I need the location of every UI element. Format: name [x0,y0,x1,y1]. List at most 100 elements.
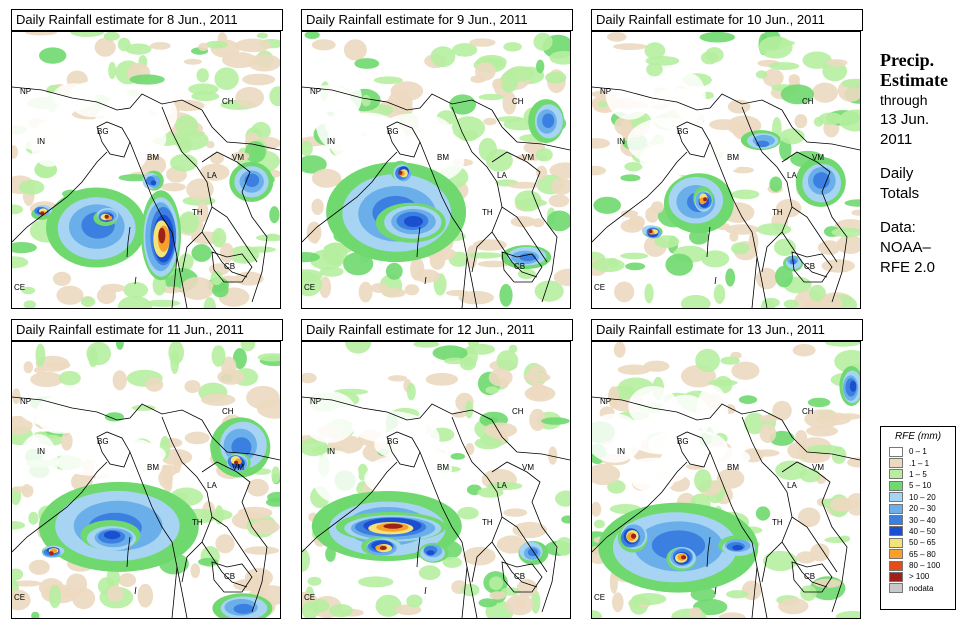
legend-label: 80 – 100 [909,561,941,571]
rainfall-map: NP IN BG BM CH VM LA TH CB CE [11,341,281,619]
legend-swatch [889,503,903,514]
legend-label: 5 – 10 [909,481,932,491]
legend-item: 0 – 1 [881,446,955,457]
panel-title: Daily Rainfall estimate for 13 Jun., 201… [591,319,863,341]
rainfall-map: NP IN BG BM CH VM LA TH CB CE [11,31,281,309]
country-label: BM [727,463,739,472]
legend-swatch [889,549,903,560]
rainfall-map: NP IN BG BM CH VM LA TH CB CE [301,341,571,619]
daily-line-1: Daily [880,165,914,182]
country-label: CH [802,407,814,416]
rainfall-map: NP IN BG BM CH VM LA TH CB CE [301,31,571,309]
legend-label: 10 – 20 [909,492,936,502]
legend-title: RFE (mm) [894,431,942,442]
legend-swatch [889,492,903,503]
rainfall-map: NP IN BG BM CH VM LA TH CB CE [591,341,861,619]
country-label: NP [310,397,321,406]
country-label: TH [482,518,493,527]
country-label: LA [207,481,217,490]
country-label: LA [787,481,797,490]
legend-item: nodata [881,583,955,594]
panel-title: Daily Rainfall estimate for 10 Jun., 201… [591,9,863,31]
country-label: VM [232,463,244,472]
legend-swatch [889,515,903,526]
country-label: BM [147,153,159,162]
country-label: BM [147,463,159,472]
legend-item: .1 – 1 [881,457,955,469]
country-label: CE [14,593,25,602]
data-line-1: Data: [880,219,916,236]
country-label: CE [14,283,25,292]
date-line-1: 13 Jun. [880,111,930,128]
date-line-2: 2011 [880,131,913,148]
country-label: LA [787,171,797,180]
country-label: VM [232,153,244,162]
legend-label: 20 – 30 [909,504,936,514]
country-label: NP [20,87,31,96]
panel-title: Daily Rainfall estimate for 8 Jun., 2011 [11,9,283,31]
side-caption: Precip. Estimate through 13 Jun. 2011 Da… [880,50,965,278]
country-label: BG [387,127,399,136]
legend-item: 10 – 20 [881,492,955,503]
data-line-3: RFE 2.0 [880,259,936,276]
country-label: BM [437,153,449,162]
map-panel-9jun: Daily Rainfall estimate for 9 Jun., 2011… [301,9,573,309]
map-panel-8jun: Daily Rainfall estimate for 8 Jun., 2011… [11,9,283,309]
panel-title: Daily Rainfall estimate for 11 Jun., 201… [11,319,283,341]
map-canvas: NP IN BG BM CH VM LA TH CB CE [302,342,570,618]
map-canvas: NP IN BG BM CH VM LA TH CB CE [12,342,280,618]
country-label: BG [97,127,109,136]
country-label: BM [727,153,739,162]
country-label: CH [512,97,524,106]
map-canvas: NP IN BG BM CH VM LA TH CB CE [302,32,570,308]
legend-item: 40 – 50 [881,526,955,537]
legend-label: 65 – 80 [909,549,936,559]
country-label: TH [772,208,783,217]
heading-line-1: Precip. [880,50,935,70]
country-label: IN [617,137,625,146]
country-label: BG [677,127,689,136]
map-canvas: NP IN BG BM CH VM LA TH CB CE [592,32,860,308]
country-label: CB [514,572,525,581]
legend-swatch [889,571,903,582]
country-label: CE [594,593,605,602]
legend-label: 0 – 1 [909,447,927,457]
country-label: CE [304,593,315,602]
legend-label: 1 – 5 [909,469,927,479]
legend-swatch [889,583,903,594]
country-label: CH [222,407,234,416]
country-label: TH [482,208,493,217]
legend-item: 30 – 40 [881,514,955,526]
map-canvas: NP IN BG BM CH VM LA TH CB CE [592,342,860,618]
legend-swatch [889,480,903,491]
legend-item: > 100 [881,571,955,582]
map-panel-12jun: Daily Rainfall estimate for 12 Jun., 201… [301,319,573,619]
country-label: TH [772,518,783,527]
legend-label: nodata [909,583,934,593]
legend-label: .1 – 1 [909,458,930,468]
country-label: VM [522,153,534,162]
country-label: LA [207,171,217,180]
legend-label: 40 – 50 [909,526,936,536]
legend-item: 50 – 65 [881,537,955,548]
panel-title: Daily Rainfall estimate for 9 Jun., 2011 [301,9,573,31]
country-label: IN [327,137,335,146]
daily-line-2: Totals [880,185,920,202]
through-text: through [880,92,928,108]
country-label: VM [812,463,824,472]
country-label: VM [522,463,534,472]
legend-swatch [889,446,903,457]
country-label: BG [387,437,399,446]
heading-line-2: Estimate [880,70,948,90]
legend-item: 65 – 80 [881,549,955,560]
legend-swatch [889,537,903,548]
legend-swatch [889,560,903,571]
legend-item: 1 – 5 [881,469,955,480]
legend-item: 20 – 30 [881,503,955,514]
legend-label: > 100 [909,572,930,582]
data-line-2: NOAA– [880,239,931,256]
map-panel-10jun: Daily Rainfall estimate for 10 Jun., 201… [591,9,863,309]
legend-swatch [889,469,903,480]
country-label: TH [192,518,203,527]
